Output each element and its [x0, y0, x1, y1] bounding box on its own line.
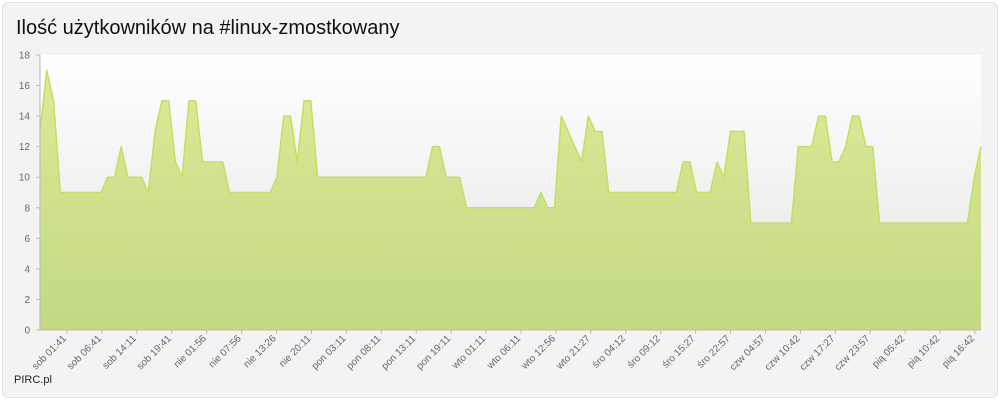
- x-tick-label: pon 19:11: [415, 333, 454, 372]
- x-tick-label: nie 20:11: [277, 333, 314, 370]
- y-tick-label: 10: [19, 173, 31, 184]
- x-tick-label: śro 09:12: [626, 333, 664, 371]
- x-tick-label: sob 06:41: [65, 333, 104, 372]
- x-tick-label: sob 14:11: [101, 333, 140, 372]
- y-tick-label: 8: [24, 203, 30, 214]
- x-tick-label: nie 07:56: [207, 333, 244, 370]
- y-tick-label: 6: [24, 234, 30, 245]
- x-tick-label: wto 12:56: [519, 333, 558, 372]
- y-tick-label: 4: [24, 264, 30, 275]
- y-tick-label: 2: [24, 295, 30, 306]
- x-tick-label: nie 01:56: [172, 333, 209, 370]
- x-tick-label: czw 10:42: [763, 333, 803, 373]
- x-tick-label: nie 13:26: [242, 333, 279, 370]
- y-axis: 0 2 4 6 8 10 12 14 16 18: [19, 51, 41, 337]
- x-tick-label: pią 10:42: [905, 333, 942, 370]
- x-tick-label: wto 21:27: [554, 333, 593, 372]
- x-tick-label: pon 08:11: [345, 333, 384, 372]
- y-tick-label: 12: [19, 142, 31, 153]
- x-tick-label: czw 04:57: [728, 333, 768, 373]
- y-tick-label: 16: [19, 81, 31, 92]
- x-tick-label: śro 04:12: [591, 333, 629, 371]
- y-tick-label: 18: [19, 51, 31, 62]
- x-tick-label: śro 15:27: [660, 333, 698, 371]
- x-tick-label: czw 17:27: [798, 333, 838, 373]
- x-tick-label: pon 03:11: [310, 333, 349, 372]
- series-line: [39, 69, 982, 224]
- x-tick-label: sob 01:41: [30, 333, 69, 372]
- x-tick-label: pon 13:11: [380, 333, 419, 372]
- x-tick-label: wto 01:11: [450, 333, 489, 372]
- chart-title: Ilość użytkowników na #linux-zmostkowany: [16, 17, 400, 39]
- y-tick-label: 14: [19, 112, 31, 123]
- credit-label: PIRC.pl: [14, 374, 52, 386]
- x-tick-label: sob 19:41: [135, 333, 174, 372]
- x-tick-label: czw 23:57: [833, 333, 873, 373]
- x-tick-label: wto 06:11: [484, 333, 523, 372]
- x-tick-label: pią 05:42: [870, 333, 907, 370]
- y-tick-label: 0: [24, 326, 30, 337]
- x-tick-label: pią 16:42: [940, 333, 977, 370]
- series-area: [40, 70, 981, 330]
